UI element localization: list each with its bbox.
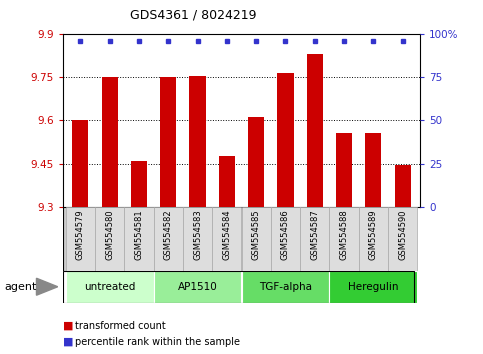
Bar xyxy=(160,77,176,207)
Text: transformed count: transformed count xyxy=(75,321,166,331)
Bar xyxy=(329,207,359,271)
Bar xyxy=(329,271,417,303)
Text: agent: agent xyxy=(5,282,37,292)
Text: GDS4361 / 8024219: GDS4361 / 8024219 xyxy=(130,9,257,22)
Bar xyxy=(124,207,154,271)
Text: percentile rank within the sample: percentile rank within the sample xyxy=(75,337,240,347)
Text: GSM554584: GSM554584 xyxy=(222,209,231,259)
Text: GSM554580: GSM554580 xyxy=(105,209,114,259)
Polygon shape xyxy=(37,278,58,295)
Bar xyxy=(277,73,294,207)
Bar xyxy=(72,120,88,207)
Text: GSM554583: GSM554583 xyxy=(193,209,202,260)
Text: untreated: untreated xyxy=(84,282,135,292)
Bar xyxy=(212,207,242,271)
Text: GSM554582: GSM554582 xyxy=(164,209,173,259)
Bar xyxy=(242,271,329,303)
Text: GSM554579: GSM554579 xyxy=(76,209,85,259)
Bar xyxy=(242,207,271,271)
Text: GSM554586: GSM554586 xyxy=(281,209,290,260)
Bar xyxy=(359,207,388,271)
Text: GSM554590: GSM554590 xyxy=(398,209,407,259)
Text: Heregulin: Heregulin xyxy=(348,282,398,292)
Bar xyxy=(66,271,154,303)
Bar xyxy=(365,133,382,207)
Text: GSM554587: GSM554587 xyxy=(310,209,319,260)
Text: AP1510: AP1510 xyxy=(178,282,217,292)
Bar xyxy=(395,165,411,207)
Bar xyxy=(183,207,212,271)
Text: ■: ■ xyxy=(63,337,73,347)
Bar xyxy=(101,77,118,207)
Text: GSM554588: GSM554588 xyxy=(340,209,349,260)
Bar xyxy=(219,156,235,207)
Bar xyxy=(95,207,124,271)
Bar xyxy=(131,161,147,207)
Text: GSM554585: GSM554585 xyxy=(252,209,261,259)
Text: TGF-alpha: TGF-alpha xyxy=(259,282,312,292)
Bar xyxy=(336,133,352,207)
Bar xyxy=(248,118,264,207)
Text: GSM554589: GSM554589 xyxy=(369,209,378,259)
Bar xyxy=(189,75,206,207)
Text: ■: ■ xyxy=(63,321,73,331)
Bar xyxy=(300,207,329,271)
Bar xyxy=(154,207,183,271)
Bar xyxy=(388,207,417,271)
Bar xyxy=(154,271,242,303)
Bar xyxy=(66,207,95,271)
Bar xyxy=(271,207,300,271)
Bar xyxy=(307,54,323,207)
Text: GSM554581: GSM554581 xyxy=(134,209,143,259)
